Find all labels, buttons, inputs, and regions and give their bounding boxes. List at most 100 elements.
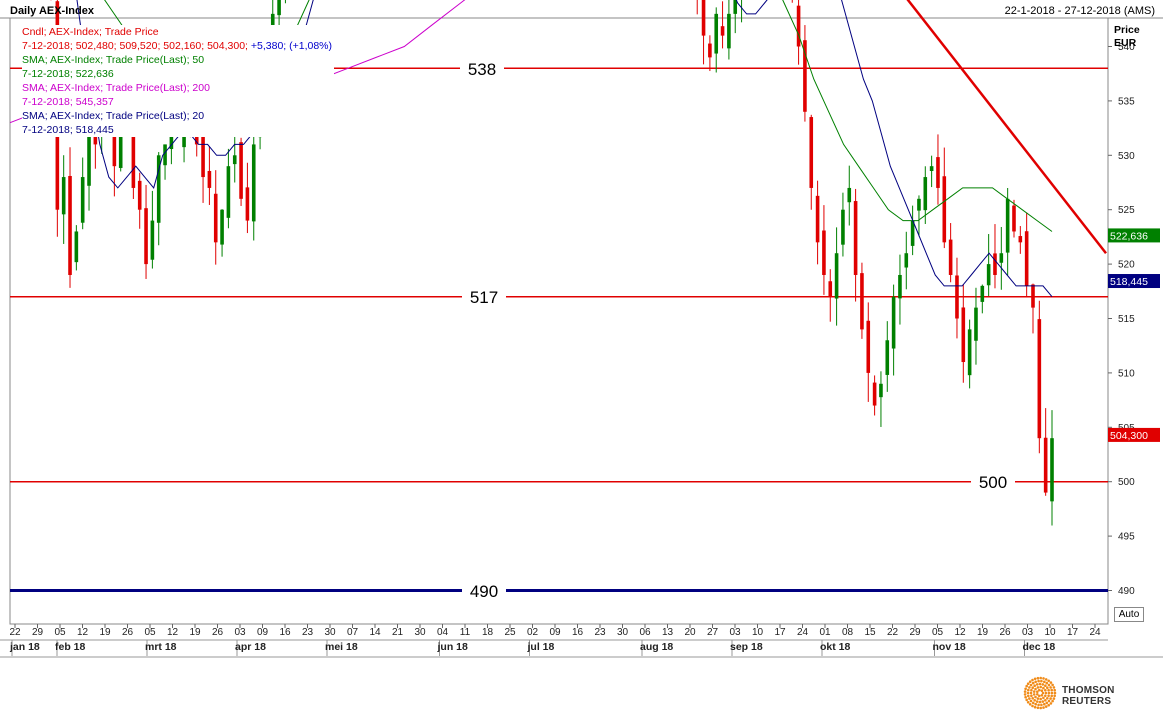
candle-body bbox=[1031, 284, 1035, 308]
logo-dot bbox=[1040, 694, 1044, 697]
x-tick-label: 06 bbox=[639, 627, 651, 638]
legend-line: 7-12-2018; 522,636 bbox=[22, 67, 332, 81]
y-tick-label: 495 bbox=[1118, 532, 1135, 543]
logo-dot bbox=[1049, 686, 1052, 689]
logo-dot bbox=[1025, 698, 1028, 702]
x-tick-label: 22 bbox=[887, 627, 899, 638]
logo-dot bbox=[1038, 682, 1042, 686]
candle-body bbox=[74, 231, 79, 263]
logo-dot bbox=[1044, 688, 1047, 692]
candle-body bbox=[213, 193, 218, 243]
x-tick-label: 16 bbox=[279, 627, 291, 638]
logo-dot bbox=[1042, 677, 1045, 680]
candle-body bbox=[714, 13, 719, 54]
candle-body bbox=[277, 0, 281, 16]
month-label: okt 18 bbox=[820, 641, 851, 653]
logo-dot bbox=[1053, 691, 1057, 695]
legend-line: 7-12-2018; 502,480; 509,520; 502,160; 50… bbox=[22, 39, 332, 53]
month-label: feb 18 bbox=[55, 641, 86, 653]
x-tick-label: 17 bbox=[774, 627, 786, 638]
logo-dot bbox=[1035, 700, 1039, 703]
x-tick-label: 26 bbox=[212, 627, 224, 638]
level-label: 490 bbox=[470, 582, 498, 601]
x-tick-label: 02 bbox=[527, 627, 539, 638]
candle-body bbox=[144, 208, 148, 265]
logo-dot bbox=[1029, 691, 1033, 695]
month-label: jan 18 bbox=[9, 641, 40, 653]
logo-dot bbox=[1044, 678, 1048, 681]
logo-dot bbox=[1044, 705, 1048, 708]
candle-body bbox=[201, 131, 205, 178]
candle-body bbox=[232, 155, 237, 165]
logo-dot bbox=[1028, 680, 1032, 683]
logo-dot bbox=[1041, 700, 1045, 703]
candle-body bbox=[1024, 231, 1029, 286]
legend-text: 7-12-2018; 522,636 bbox=[22, 68, 114, 80]
logo-dot bbox=[1046, 686, 1049, 689]
logo-dot bbox=[1042, 686, 1045, 690]
x-tick-label: 09 bbox=[549, 627, 561, 638]
last-value-label: 518,445 bbox=[1110, 276, 1148, 288]
month-label: apr 18 bbox=[235, 641, 266, 653]
logo-dot bbox=[1051, 699, 1054, 703]
level-label: 538 bbox=[468, 60, 496, 79]
candle-body bbox=[251, 144, 256, 222]
x-tick-label: 26 bbox=[999, 627, 1011, 638]
logo-dot bbox=[1023, 690, 1027, 693]
logo-dot bbox=[1036, 686, 1040, 689]
candle-body bbox=[61, 177, 66, 215]
y-tick-label: 510 bbox=[1118, 368, 1135, 379]
x-tick-label: 30 bbox=[324, 627, 336, 638]
y-tick-label: 515 bbox=[1118, 314, 1135, 325]
logo-dot bbox=[1043, 702, 1046, 706]
candle-body bbox=[936, 157, 940, 188]
x-tick-label: 19 bbox=[977, 627, 989, 638]
candle-body bbox=[885, 340, 890, 375]
logo-dot bbox=[1034, 702, 1037, 706]
x-tick-label: 12 bbox=[77, 627, 89, 638]
x-tick-label: 04 bbox=[437, 627, 449, 638]
candle-body bbox=[955, 275, 959, 319]
logo-dot bbox=[1039, 697, 1042, 701]
x-tick-label: 23 bbox=[302, 627, 314, 638]
x-tick-label: 25 bbox=[504, 627, 516, 638]
level-label-bg bbox=[462, 580, 506, 601]
x-tick-label: 10 bbox=[1044, 627, 1056, 638]
logo-dot bbox=[1031, 704, 1034, 708]
candle-body bbox=[910, 220, 915, 246]
legend-line: Cndl; AEX-Index; Trade Price bbox=[22, 25, 332, 39]
month-label: aug 18 bbox=[640, 641, 673, 653]
logo-dot bbox=[1037, 679, 1040, 683]
x-tick-label: 14 bbox=[369, 627, 381, 638]
x-tick-label: 12 bbox=[167, 627, 179, 638]
last-value-tag bbox=[1108, 427, 1160, 442]
candle-body bbox=[929, 166, 934, 172]
x-tick-label: 07 bbox=[347, 627, 359, 638]
logo-dot bbox=[1024, 695, 1027, 699]
candle-body bbox=[879, 383, 883, 398]
logo-dot bbox=[1042, 706, 1045, 709]
x-tick-label: 05 bbox=[144, 627, 156, 638]
x-tick-label: 21 bbox=[392, 627, 404, 638]
candle-body bbox=[150, 220, 155, 260]
logo-dot bbox=[1049, 681, 1053, 684]
legend-text: Cndl; AEX-Index; Trade Price bbox=[22, 26, 159, 38]
logo-dot bbox=[1026, 682, 1030, 685]
candle-body bbox=[841, 209, 845, 245]
logo-dot bbox=[1046, 697, 1049, 700]
legend: Cndl; AEX-Index; Trade Price 7-12-2018; … bbox=[22, 25, 335, 137]
month-label: mei 18 bbox=[325, 641, 358, 653]
logo-dot bbox=[1047, 679, 1050, 683]
candle-body bbox=[809, 117, 814, 188]
candle-body bbox=[68, 175, 72, 275]
candle-body bbox=[1005, 198, 1010, 253]
y-tick-label: 490 bbox=[1118, 586, 1135, 597]
logo-dot bbox=[1029, 683, 1033, 687]
x-tick-label: 08 bbox=[842, 627, 854, 638]
level-label: 500 bbox=[979, 473, 1007, 492]
x-tick-label: 20 bbox=[684, 627, 696, 638]
logo-dot bbox=[1030, 694, 1033, 698]
legend-line: SMA; AEX-Index; Trade Price(Last); 20 bbox=[22, 109, 332, 123]
legend-text: SMA; AEX-Index; Trade Price(Last); 50 bbox=[22, 54, 205, 66]
auto-scale-button[interactable]: Auto bbox=[1114, 607, 1144, 622]
